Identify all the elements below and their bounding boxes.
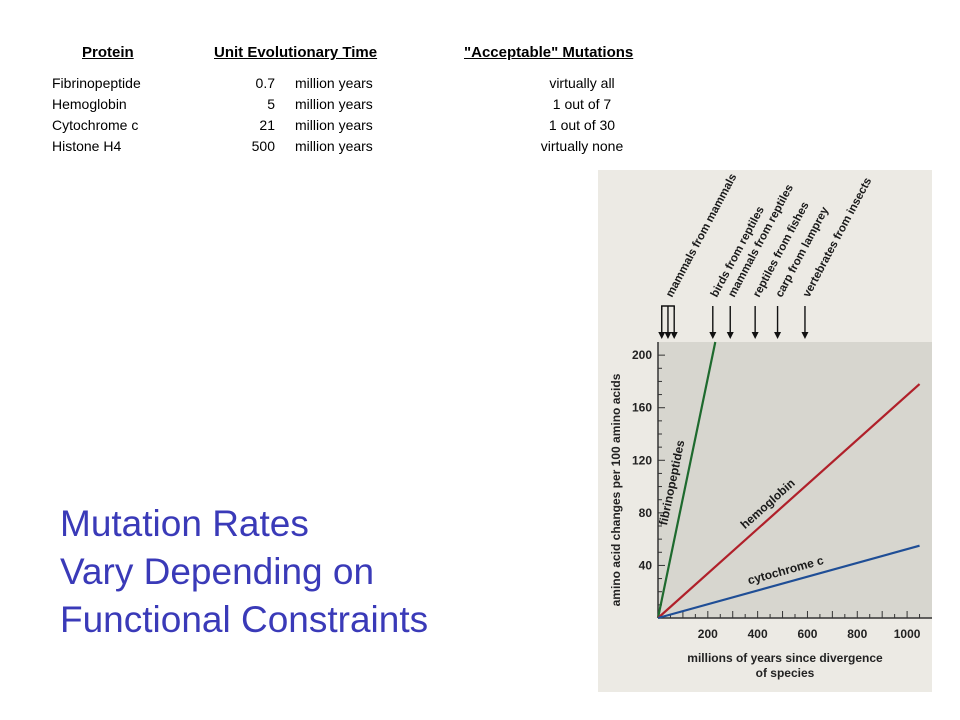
divergence-arrow-head — [801, 332, 809, 339]
y-tick-label: 40 — [639, 558, 653, 572]
x-tick-label: 1000 — [894, 627, 921, 641]
y-tick-label: 120 — [632, 453, 652, 467]
divergence-arrow-head — [664, 332, 672, 339]
table-cell-protein: Fibrinopeptide — [52, 75, 141, 91]
x-axis-label: of species — [756, 666, 815, 680]
table-header-acceptable: "Acceptable" Mutations — [464, 44, 634, 61]
y-axis-label: amino acid changes per 100 amino acids — [609, 373, 623, 606]
table-cell-unit: million years — [295, 138, 373, 154]
table-header-unit-time: Unit Evolutionary Time — [214, 44, 378, 61]
table-header-protein: Protein — [82, 44, 134, 61]
divergence-arrow-head — [726, 332, 734, 339]
x-tick-label: 600 — [797, 627, 817, 641]
table-cell-acceptable: virtually all — [549, 75, 615, 91]
table-cell-acceptable: 1 out of 7 — [552, 96, 612, 112]
slide-title-line: Mutation Rates — [60, 503, 309, 544]
table-cell-time: 21 — [259, 117, 275, 133]
divergence-arrow-head — [774, 332, 782, 339]
table-cell-time: 500 — [251, 138, 275, 154]
divergence-arrow-head — [658, 332, 666, 339]
x-axis-label: millions of years since divergence — [687, 651, 883, 665]
x-tick-label: 200 — [698, 627, 718, 641]
divergence-arrow-head — [670, 332, 678, 339]
slide-title-line: Vary Depending on — [60, 551, 375, 592]
table-cell-unit: million years — [295, 96, 373, 112]
plot-area — [658, 342, 932, 618]
slide-title-line: Functional Constraints — [60, 599, 429, 640]
table-cell-unit: million years — [295, 117, 373, 133]
x-tick-label: 400 — [748, 627, 768, 641]
table-cell-protein: Cytochrome c — [52, 117, 139, 133]
divergence-chart: 200 400 600 800 1000 40 80 120 160 200 millions of… — [598, 170, 932, 692]
series-line-cytochrome-c — [657, 544, 920, 620]
table-cell-time: 0.7 — [255, 75, 275, 91]
table-cell-protein: Hemoglobin — [52, 96, 127, 112]
y-tick-label: 160 — [632, 401, 652, 415]
x-tick-label: 800 — [847, 627, 867, 641]
table-cell-acceptable: virtually none — [540, 138, 624, 154]
y-tick-label: 80 — [639, 506, 653, 520]
table-cell-protein: Histone H4 — [52, 138, 122, 154]
series-line-hemoglobin — [657, 383, 921, 619]
y-tick-label: 200 — [632, 348, 652, 362]
table-cell-unit: million years — [295, 75, 373, 91]
protein-rate-table: Protein Unit Evolutionary Time "Acceptab… — [52, 44, 702, 160]
divergence-arrow-head — [709, 332, 717, 339]
table-cell-acceptable: 1 out of 30 — [548, 117, 616, 133]
slide-title: Mutation Rates Vary Depending on Functio… — [60, 500, 560, 644]
arrow-bracket — [661, 305, 675, 310]
series-line-fibrinopeptides — [656, 341, 717, 619]
divergence-arrow-head — [751, 332, 759, 339]
table-cell-time: 5 — [267, 96, 275, 112]
